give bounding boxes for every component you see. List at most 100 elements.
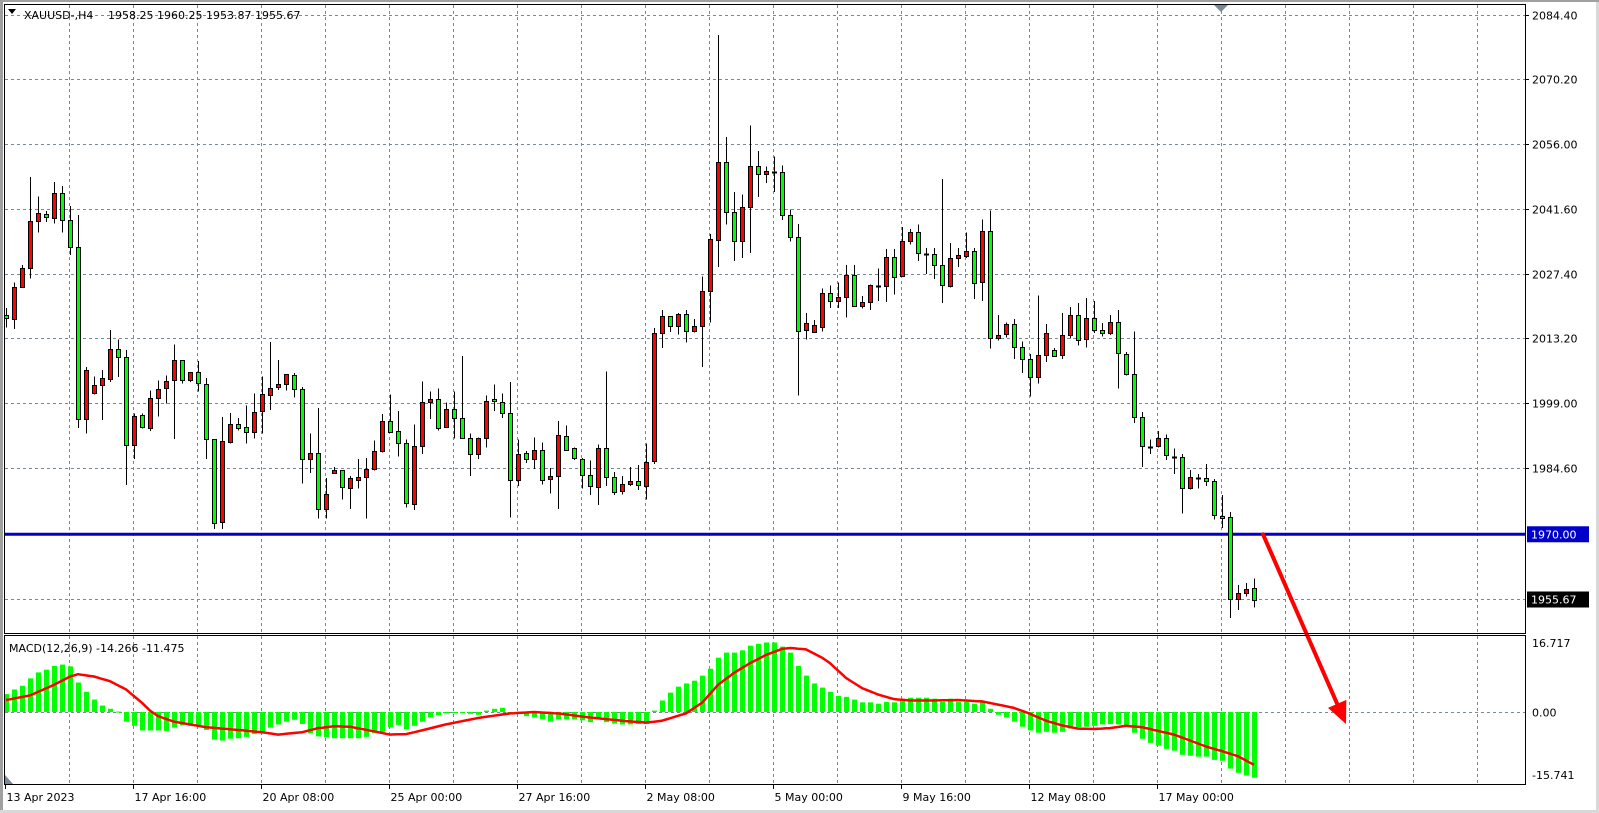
candle bbox=[860, 295, 865, 309]
candle bbox=[1156, 431, 1161, 448]
macd-histogram-bar bbox=[444, 712, 449, 714]
candle bbox=[1108, 315, 1113, 335]
candle-body bbox=[684, 314, 689, 332]
candle-body bbox=[732, 212, 737, 242]
time-axis-label: 2 May 08:00 bbox=[647, 791, 715, 804]
candle bbox=[772, 156, 777, 193]
levels bbox=[5, 532, 1525, 600]
candle-body bbox=[540, 450, 545, 481]
candle bbox=[452, 391, 457, 439]
candle-body bbox=[572, 448, 577, 459]
macd-panel[interactable] bbox=[4, 635, 1526, 785]
candle bbox=[996, 315, 1001, 341]
down-arrow-annotation[interactable] bbox=[1261, 532, 1347, 724]
candle bbox=[236, 418, 241, 431]
candle bbox=[836, 282, 841, 308]
candle bbox=[28, 177, 33, 279]
candle-body bbox=[460, 418, 465, 439]
candle bbox=[364, 458, 369, 519]
macd-histogram-bar bbox=[836, 695, 841, 712]
macd-histogram-bar bbox=[492, 708, 497, 712]
candle-body bbox=[380, 421, 385, 452]
candle-body bbox=[908, 232, 913, 242]
symbol-timeframe-label: XAUUSD-,H4 bbox=[24, 9, 93, 22]
candle-body bbox=[1140, 417, 1145, 447]
time-axis-label: 13 Apr 2023 bbox=[7, 791, 75, 804]
chart-shift-marker-icon[interactable] bbox=[1214, 5, 1228, 12]
candle bbox=[660, 310, 665, 349]
macd-histogram-bar bbox=[364, 712, 369, 737]
macd-histogram-bar bbox=[652, 710, 657, 712]
candle bbox=[380, 413, 385, 453]
macd-histogram-bar bbox=[468, 712, 473, 714]
candle bbox=[36, 196, 41, 233]
candle-body bbox=[420, 402, 425, 447]
candle-body bbox=[244, 427, 249, 433]
macd-histogram-bar bbox=[1100, 712, 1105, 725]
macd-histogram-bar bbox=[52, 665, 57, 712]
candle bbox=[980, 219, 985, 301]
candle bbox=[628, 467, 633, 487]
candle bbox=[1012, 319, 1017, 360]
macd-histogram-bar bbox=[1244, 712, 1249, 776]
candle-body bbox=[300, 389, 305, 460]
candle-body bbox=[452, 409, 457, 419]
macd-histogram-bar bbox=[1220, 712, 1225, 761]
candle bbox=[404, 439, 409, 508]
candle bbox=[820, 288, 825, 332]
macd-histogram-bar bbox=[772, 642, 777, 712]
macd-histogram-bar bbox=[68, 666, 73, 712]
collapse-triangle-icon[interactable] bbox=[8, 9, 16, 14]
candle-body bbox=[476, 438, 481, 455]
candle bbox=[668, 315, 673, 332]
candle-body bbox=[652, 333, 657, 462]
price-axis-label: 2013.20 bbox=[1532, 333, 1578, 346]
candle bbox=[692, 319, 697, 333]
candle-body bbox=[756, 166, 761, 175]
level-price-value: 1970.00 bbox=[1531, 528, 1577, 541]
candle bbox=[1068, 306, 1073, 339]
macd-histogram-bar bbox=[476, 712, 481, 715]
candle-body bbox=[716, 162, 721, 241]
candle bbox=[1004, 322, 1009, 338]
candle bbox=[260, 376, 265, 434]
candle bbox=[500, 393, 505, 419]
candle bbox=[644, 443, 649, 500]
macd-histogram-bar bbox=[4, 694, 9, 712]
macd-histogram-bar bbox=[180, 712, 185, 726]
main-price-panel[interactable] bbox=[4, 4, 1526, 634]
candle bbox=[924, 247, 929, 275]
candle-body bbox=[844, 275, 849, 298]
candle-body bbox=[28, 221, 33, 269]
candle bbox=[508, 382, 513, 518]
candle bbox=[588, 460, 593, 496]
candle-body bbox=[108, 349, 113, 380]
macd-histogram-bar bbox=[780, 646, 785, 712]
candle bbox=[284, 374, 289, 391]
candle bbox=[604, 371, 609, 487]
macd-histogram-bar bbox=[484, 710, 489, 712]
macd-histogram-bar bbox=[348, 712, 353, 739]
candle-body bbox=[508, 413, 513, 481]
candle-body bbox=[604, 448, 609, 478]
macd-histogram-bar bbox=[1020, 712, 1025, 727]
macd-histogram-bar bbox=[1004, 712, 1009, 718]
macd-histogram-bar bbox=[500, 707, 505, 712]
candle-body bbox=[892, 257, 897, 278]
candle bbox=[204, 378, 209, 459]
macd-histogram-bar bbox=[724, 652, 729, 712]
macd-histogram-bar bbox=[1180, 712, 1185, 755]
axes: 2084.40 2070.20 2056.00 2041.60 2027.40 2013.… bbox=[5, 10, 1589, 804]
candle-body bbox=[84, 370, 89, 420]
candle-body bbox=[52, 193, 57, 219]
macd-histogram-bar bbox=[308, 712, 313, 734]
macd-histogram-bar bbox=[660, 700, 665, 712]
time-axis-label: 17 May 00:00 bbox=[1159, 791, 1234, 804]
candle bbox=[1076, 302, 1081, 346]
candle-body bbox=[260, 394, 265, 412]
candle-body bbox=[308, 453, 313, 460]
candle-body bbox=[916, 232, 921, 254]
candle-body bbox=[1108, 322, 1113, 334]
macd-histogram-bar bbox=[268, 712, 273, 728]
